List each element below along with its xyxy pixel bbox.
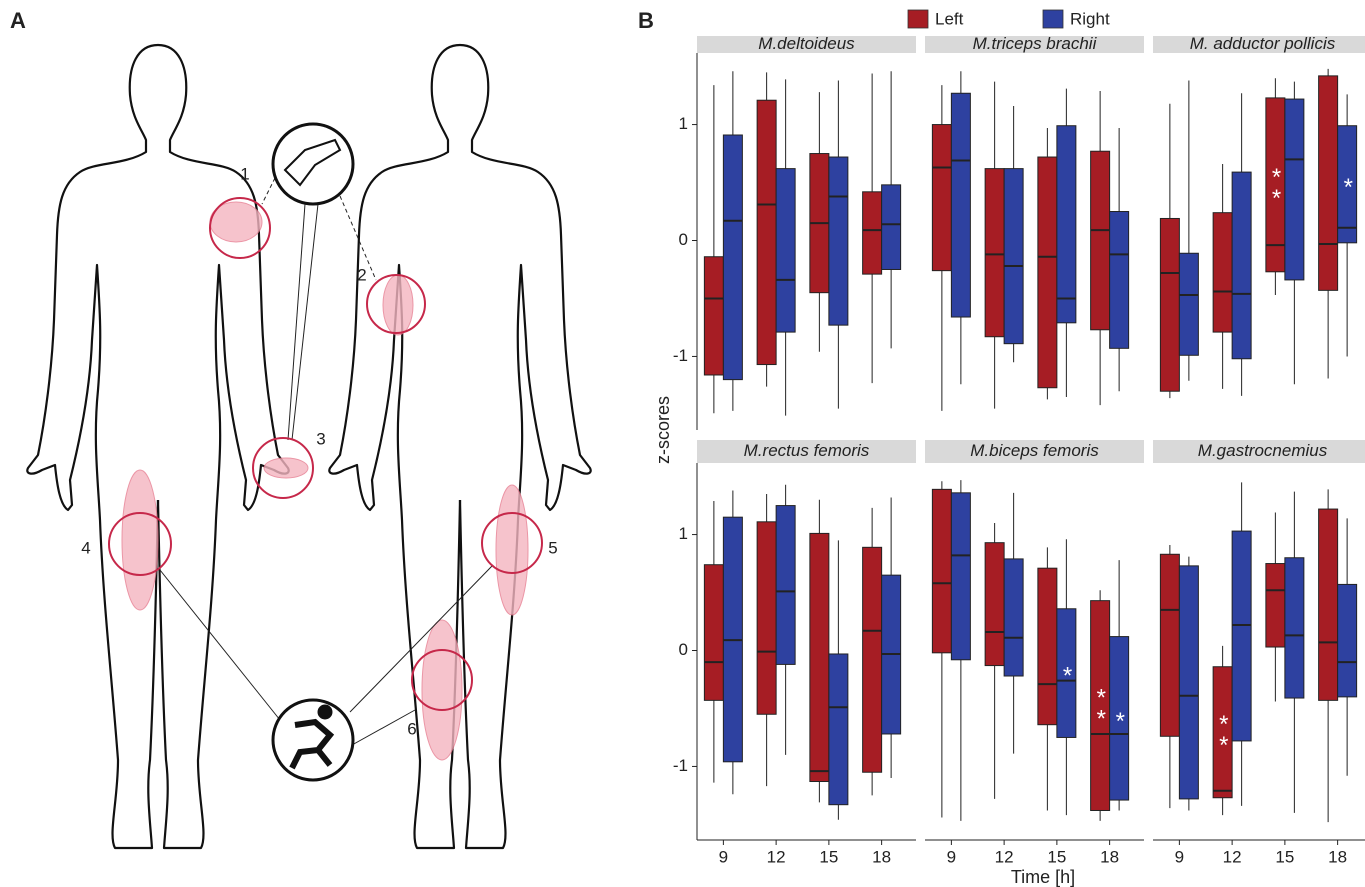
legend-swatch [1043,10,1063,28]
y-axis-label: z-scores [653,396,673,464]
figure: 1 2 3 4 5 6 A B Time [h] z-scores Left Ri… [0,0,1365,887]
box [1110,212,1129,349]
box [1338,584,1357,696]
box [1004,169,1023,344]
y-tick-label: 0 [679,640,688,659]
muscle-shading [122,202,528,760]
site-label: 2 [357,265,366,284]
box [757,522,776,714]
box [863,192,882,274]
box [985,169,1004,337]
box [1038,568,1057,725]
x-tick-label: 18 [1328,847,1347,866]
box [1285,558,1304,698]
box [1285,99,1304,280]
facet-title: M.gastrocnemius [1198,441,1328,460]
box [951,93,970,317]
facet-title: M. adductor pollicis [1190,34,1336,53]
box [951,493,970,660]
site-circles [109,198,542,710]
box [723,135,742,380]
x-tick-label: 9 [947,847,956,866]
site-label: 3 [316,429,325,448]
y-tick-label: -1 [673,346,688,365]
significance-label: * [1335,174,1362,195]
panel-label: A [10,8,26,33]
legend-swatch [908,10,928,28]
box [829,157,848,325]
x-tick-label: 15 [1047,847,1066,866]
box [776,169,795,332]
box [1179,566,1198,799]
box [1232,172,1251,359]
box [810,533,829,781]
facet-title: M.rectus femoris [744,441,870,460]
x-tick-label: 18 [1100,847,1119,866]
facet-title: M.triceps brachii [973,34,1098,53]
site-labels: 1 2 3 4 5 6 [81,164,557,738]
significance-label: * [1107,708,1134,729]
legend-label: Left [935,9,964,28]
x-axis-label: Time [h] [1011,867,1075,887]
panel-label: B [638,8,654,33]
box [1319,509,1338,700]
x-tick-label: 15 [1275,847,1294,866]
site-label: 6 [407,719,416,738]
y-tick-label: -1 [673,756,688,775]
box [1213,213,1232,332]
box [1160,218,1179,391]
significance-label: * [1054,663,1081,684]
box [1179,253,1198,355]
box [757,100,776,364]
box [1091,151,1110,330]
box [1160,554,1179,736]
legend-label: Right [1070,9,1110,28]
x-tick-label: 9 [719,847,728,866]
box [863,547,882,772]
box [932,489,951,652]
box [704,257,723,375]
x-tick-label: 18 [872,847,891,866]
y-tick-label: 1 [679,114,688,133]
body-outline [27,45,158,848]
box [704,565,723,701]
x-tick-label: 12 [995,847,1014,866]
site-label: 5 [548,538,557,557]
facet-title: M.biceps femoris [970,441,1099,460]
box [1057,126,1076,323]
box [1004,559,1023,676]
facet-title: M.deltoideus [758,34,855,53]
site-label: 4 [81,538,90,557]
box [1038,157,1057,388]
y-tick-label: 0 [679,230,688,249]
box [776,506,795,665]
box [985,543,1004,666]
y-tick-label: 1 [679,524,688,543]
box [932,125,951,271]
page: {"diagram": {"label": "A", "sites": ["1"… [0,0,1365,887]
x-tick-label: 12 [1223,847,1242,866]
x-tick-label: 9 [1175,847,1184,866]
x-tick-label: 12 [767,847,786,866]
box [882,185,901,270]
box [1232,531,1251,741]
x-tick-label: 15 [819,847,838,866]
box [829,654,848,805]
site-label: 1 [240,164,249,183]
box [1266,564,1285,647]
